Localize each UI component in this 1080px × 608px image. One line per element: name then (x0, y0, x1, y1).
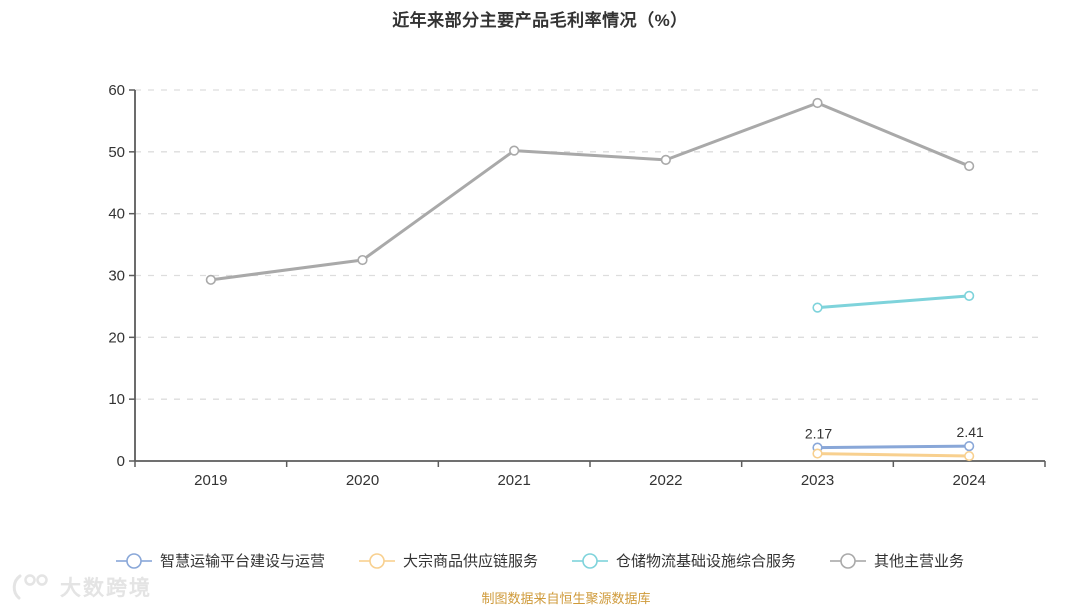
data-point-marker (964, 160, 975, 172)
legend-item-2[interactable]: 仓储物流基础设施综合服务 (572, 550, 796, 571)
data-point-marker (964, 440, 975, 452)
watermark-text: 大数跨境 (60, 577, 152, 600)
legend-item-label: 大宗商品供应链服务 (402, 553, 538, 570)
y-axis-label: 30 (108, 268, 125, 285)
data-point-marker (205, 274, 216, 285)
x-axis-label: 2023 (801, 472, 834, 489)
legend-marker-icon (358, 552, 395, 569)
series-line (209, 101, 971, 282)
data-source-note: 制图数据来自恒生聚源数据库 (481, 591, 651, 606)
y-axis-label: 50 (108, 144, 125, 161)
legend-item-label: 其他主营业务 (874, 553, 965, 570)
y-axis-label: 10 (108, 391, 125, 408)
legend-marker-icon (830, 552, 867, 569)
data-point-marker (964, 450, 975, 462)
chart-legend: 智慧运输平台建设与运营 大宗商品供应链服务 仓储物流基础设施综合服务 其他主营业务 (0, 550, 1080, 571)
data-point-label: 2.41 (957, 424, 984, 440)
data-point-label: 2.17 (805, 426, 832, 442)
data-point-marker (660, 154, 671, 165)
legend-item-label: 智慧运输平台建设与运营 (159, 553, 325, 570)
series-line (816, 444, 971, 450)
y-axis-label: 20 (108, 329, 125, 346)
data-point-marker (812, 448, 823, 459)
data-point-marker (812, 97, 823, 109)
series-line (816, 294, 971, 310)
x-axis-label: 2019 (194, 472, 227, 489)
x-axis-label: 2020 (346, 472, 379, 489)
legend-marker-icon (115, 552, 152, 569)
y-axis-label: 60 (108, 82, 125, 99)
smiley-100-logo-icon (12, 574, 48, 600)
y-axis-label: 40 (108, 206, 125, 223)
data-point-marker (509, 145, 520, 156)
x-axis-label: 2021 (497, 472, 530, 489)
series-line (816, 452, 971, 458)
watermark: 大数跨境 (8, 572, 152, 602)
chart-title: 近年来部分主要产品毛利率情况（%） (392, 11, 688, 30)
y-axis-label: 0 (117, 453, 125, 470)
data-point-marker (357, 254, 368, 266)
legend-item-1[interactable]: 大宗商品供应链服务 (358, 550, 538, 571)
legend-item-3[interactable]: 其他主营业务 (830, 550, 964, 571)
data-point-marker (964, 290, 975, 302)
legend-item-0[interactable]: 智慧运输平台建设与运营 (115, 550, 325, 571)
legend-item-label: 仓储物流基础设施综合服务 (616, 553, 797, 570)
line-chart: 0 10 20 30 40 50 60 2019 2020 2021 2022 2023 2024 2.1… (108, 82, 1046, 489)
x-axis-label: 2022 (649, 472, 682, 489)
data-point-marker (812, 302, 823, 313)
x-axis-label: 2024 (952, 472, 985, 489)
legend-marker-icon (572, 552, 608, 569)
